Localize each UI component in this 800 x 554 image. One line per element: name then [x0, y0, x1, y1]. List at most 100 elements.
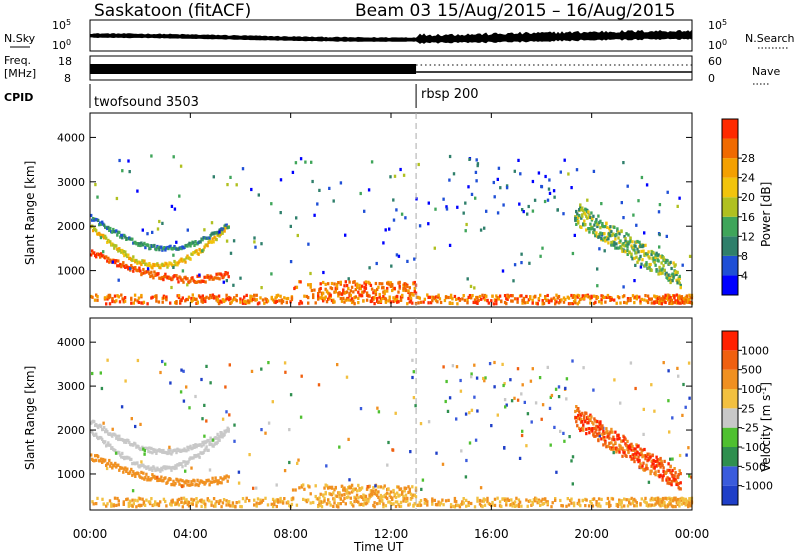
echo-cell	[105, 428, 108, 432]
echo-cell	[196, 274, 199, 278]
echo-cell	[154, 448, 157, 452]
echo-cell	[486, 496, 489, 500]
echo-cell	[90, 253, 93, 257]
echo-cell	[307, 283, 310, 287]
echo-cell	[607, 237, 610, 241]
echo-cell	[197, 280, 200, 284]
echo-cell	[226, 297, 230, 301]
echo-cell	[93, 459, 96, 463]
echo-cell	[115, 259, 118, 263]
echo-cell	[523, 301, 527, 305]
echo-cell	[241, 167, 245, 171]
colorbar-swatch	[722, 177, 738, 198]
nsearch-tick-bottom: 100	[708, 38, 727, 52]
echo-cell	[322, 494, 325, 498]
echo-cell	[517, 502, 521, 506]
echo-cell	[235, 299, 238, 303]
echo-cell	[661, 496, 665, 501]
echo-cell	[414, 495, 418, 499]
echo-cell	[588, 427, 591, 431]
echo-cell	[325, 300, 329, 304]
echo-cell	[541, 502, 544, 506]
echo-cell	[587, 504, 591, 508]
echo-cell	[363, 497, 366, 501]
echo-cell	[411, 375, 414, 380]
echo-cell	[641, 258, 644, 262]
echo-cell	[185, 498, 188, 502]
echo-cell	[557, 385, 561, 389]
echo-cell	[255, 298, 258, 302]
echo-cell	[640, 497, 643, 501]
echo-cell	[363, 501, 366, 505]
echo-cell	[411, 485, 414, 489]
echo-cell	[626, 439, 629, 443]
echo-cell	[682, 497, 685, 501]
echo-cell	[99, 236, 103, 240]
echo-cell	[404, 493, 408, 497]
echo-cell	[664, 260, 667, 265]
echo-cell	[309, 492, 312, 496]
echo-cell	[273, 300, 276, 304]
echo-cell	[299, 415, 303, 419]
echo-cell	[419, 499, 423, 503]
echo-cell	[593, 228, 596, 232]
echo-cell	[402, 499, 405, 503]
echo-cell	[322, 270, 325, 275]
echo-cell	[343, 284, 346, 288]
echo-cell	[160, 449, 163, 453]
echo-cell	[115, 196, 119, 201]
echo-cell	[175, 240, 178, 244]
echo-cell	[535, 497, 538, 501]
echo-cell	[342, 296, 345, 300]
echo-cell	[539, 254, 542, 258]
echo-cell	[152, 503, 156, 507]
echo-cell	[485, 209, 488, 213]
echo-cell	[401, 490, 404, 494]
echo-cell	[195, 249, 198, 253]
echo-cell	[307, 296, 310, 300]
echo-cell	[631, 257, 634, 261]
echo-cell	[677, 482, 680, 486]
echo-cell	[122, 298, 125, 302]
echo-cell	[352, 504, 355, 508]
echo-cell	[520, 252, 523, 256]
echo-cell	[386, 491, 389, 495]
echo-cell	[668, 477, 671, 481]
echo-cell	[402, 288, 405, 292]
echo-cell	[392, 488, 395, 493]
echo-cell	[258, 301, 261, 305]
echo-cell	[177, 497, 181, 501]
echo-cell	[154, 500, 157, 504]
echo-cell	[104, 440, 107, 444]
echo-cell	[222, 280, 225, 284]
echo-cell	[462, 294, 465, 298]
echo-cell	[566, 497, 569, 501]
echo-cell	[97, 218, 100, 223]
echo-cell	[652, 462, 655, 466]
echo-cell	[643, 298, 646, 302]
echo-cell	[370, 489, 374, 493]
echo-cell	[359, 487, 362, 491]
echo-cell	[674, 263, 677, 267]
echo-cell	[100, 252, 103, 256]
echo-cell	[132, 301, 135, 305]
echo-cell	[197, 483, 200, 488]
echo-cell	[375, 261, 378, 266]
echo-cell	[513, 504, 517, 508]
colorbar-tick-label: 12	[741, 230, 755, 243]
echo-cell	[228, 413, 231, 417]
echo-cell	[360, 294, 364, 298]
echo-cell	[648, 503, 651, 507]
echo-cell	[225, 279, 228, 283]
echo-cell	[123, 296, 127, 300]
echo-cell	[472, 300, 475, 304]
echo-cell	[123, 299, 127, 303]
velocity-ylabel: Slant Range [km]	[23, 366, 37, 470]
echo-cell	[194, 443, 197, 447]
echo-cell	[630, 448, 633, 452]
echo-cell	[680, 502, 684, 506]
echo-cell	[406, 284, 409, 288]
echo-cell	[215, 479, 218, 483]
echo-cell	[115, 503, 118, 507]
